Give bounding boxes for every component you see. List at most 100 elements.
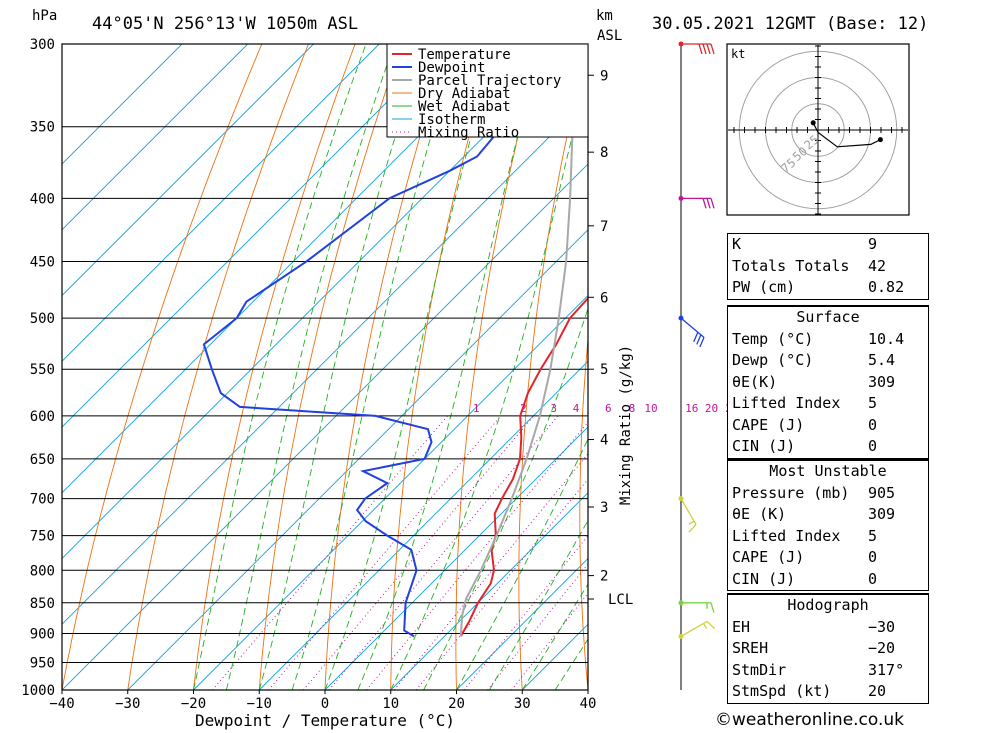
stat-row: Pressure (mb) 905: [728, 483, 928, 505]
x-tick-label: −10: [247, 696, 272, 712]
stat-value: 20: [868, 682, 887, 700]
stat-label: Temp (°C): [732, 329, 814, 348]
stat-row: CAPE (J) 0: [728, 547, 928, 569]
wet-adiabat: [225, 44, 395, 690]
stat-label: K: [732, 235, 742, 253]
x-tick-label: −40: [49, 696, 74, 712]
stat-label: PW (cm): [732, 278, 796, 296]
stat-row: Dewp (°C) 5.4: [728, 350, 928, 372]
stat-row: StmDir 317°: [728, 660, 928, 682]
pressure-tick-label: 550: [30, 362, 55, 378]
stat-label: CIN (J): [732, 569, 796, 588]
mixing-ratio-line: [303, 415, 535, 690]
wind-barb-feather: [688, 524, 697, 533]
dry-adiabat: [127, 44, 309, 690]
mixing-ratio-label: 10: [644, 402, 657, 415]
isotherm: [62, 44, 183, 165]
wet-adiabat: [193, 44, 367, 690]
stat-label: θE(K): [732, 372, 778, 391]
pressure-tick-label: 850: [30, 596, 55, 612]
mixing-ratio-labels: 12346810162025: [473, 402, 739, 415]
stat-row: Totals Totals 42: [728, 256, 928, 278]
height-unit: km: [596, 8, 613, 24]
legend: Temperature Dewpoint Parcel Trajectory D…: [386, 43, 589, 141]
hodograph-point: [877, 137, 883, 143]
stat-row: CIN (J) 0: [728, 436, 928, 458]
stat-value: 9: [868, 235, 878, 253]
legend-isotherm: Isotherm: [418, 112, 485, 128]
wind-barb-feather: [706, 43, 711, 55]
isotherm: [62, 44, 512, 494]
x-tick-label: −30: [115, 696, 140, 712]
mixing-ratio-line: [212, 415, 448, 690]
dry-adiabat: [959, 44, 1000, 690]
x-tick-label: 10: [382, 696, 399, 712]
wind-barb-feather: [706, 620, 716, 630]
stat-value: 5: [868, 394, 878, 412]
stat-row: Temp (°C) 10.4: [728, 329, 928, 351]
stat-row: CIN (J) 0: [728, 569, 928, 591]
wind-barb-half-feather: [688, 520, 695, 525]
surface-panel: Surface Temp (°C) 10.4 Dewp (°C) 5.4 θE(K) 30…: [727, 305, 929, 459]
stat-value: 10.4: [868, 329, 905, 348]
wet-adiabat: [258, 44, 426, 690]
wind-barb-feather: [710, 602, 715, 613]
stat-value: 317°: [868, 660, 905, 679]
isotherm: [127, 229, 588, 690]
isotherm: [193, 294, 588, 690]
mixing-ratio-line: [393, 452, 588, 690]
wind-barbs: [678, 41, 716, 639]
wind-barb-feather: [702, 198, 707, 209]
mixing-ratio-line: [366, 421, 588, 690]
isotherm: [62, 44, 249, 231]
pressure-tick-label: 950: [30, 655, 55, 671]
dry-adiabat: [639, 44, 682, 690]
height-tick-label: LCL: [608, 592, 633, 608]
wind-barb-half-feather: [702, 623, 708, 629]
hodograph-stats-panel: Hodograph EH −30 SREH −20 StmDir 317° StmSpd (…: [727, 593, 929, 704]
dry-adiabat: [258, 44, 403, 690]
stat-row: Lifted Index 5: [728, 526, 928, 548]
x-tick-label: −20: [181, 696, 206, 712]
wind-barb-shaft: [680, 317, 705, 338]
isobars: 300 350 400 450 500 550 600 650 700 750 800 850 900 9…: [21, 37, 588, 699]
legend-parcel: Parcel Trajectory: [418, 73, 561, 89]
isotherm: [324, 426, 588, 690]
mixing-ratio-label: 6: [605, 402, 612, 415]
isotherm: [390, 492, 588, 690]
height-tick-label: 6: [600, 290, 608, 306]
wind-barb-feather: [702, 43, 707, 55]
mixing-ratio-axis-label: Mixing Ratio (g/kg): [618, 345, 634, 505]
stat-row: CAPE (J) 0: [728, 415, 928, 437]
stat-value: 309: [868, 505, 896, 523]
x-tick-label: 40: [580, 696, 597, 712]
profile-temperature: [459, 296, 588, 637]
mixing-ratio-label: 3: [550, 402, 557, 415]
most-unstable-title: Most Unstable: [728, 460, 928, 483]
isotherm: [62, 44, 446, 428]
stat-label: StmSpd (kt): [732, 682, 832, 700]
height-unit-asl: ASL: [597, 28, 622, 44]
hodograph-unit: kt: [731, 47, 745, 61]
pressure-tick-label: 1000: [21, 683, 55, 699]
legend-dry-adiabat: Dry Adiabat: [418, 86, 511, 102]
pressure-tick-label: 400: [30, 191, 55, 207]
stat-label: CAPE (J): [732, 415, 805, 434]
hodograph-point: [810, 120, 816, 126]
stat-value: 42: [868, 256, 887, 275]
profile-parcel-trajectory: [459, 78, 576, 637]
x-tick-label: 0: [321, 696, 329, 712]
wind-barb-feather: [706, 198, 711, 209]
stat-value: 0: [868, 548, 878, 566]
wet-adiabat: [489, 519, 588, 690]
location-title: 44°05'N 256°13'W 1050m ASL: [92, 14, 358, 34]
pressure-tick-label: 600: [30, 409, 55, 425]
dry-adiabat: [193, 44, 356, 690]
stat-label: θE (K): [732, 505, 787, 523]
pressure-tick-label: 500: [30, 311, 55, 327]
stat-label: CIN (J): [732, 437, 796, 455]
mixing-ratio-label: 16: [685, 402, 698, 415]
pressure-tick-label: 800: [30, 563, 55, 579]
legend-dewpoint: Dewpoint: [418, 60, 485, 76]
